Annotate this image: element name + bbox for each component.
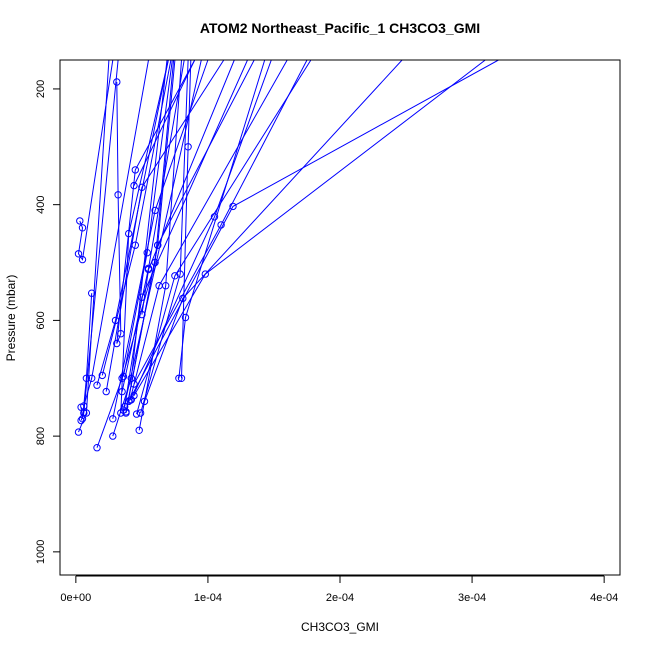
y-axis: 200 400 600 800 1000	[35, 80, 61, 564]
data-point	[177, 374, 186, 382]
x-tick-label: 1e-04	[194, 592, 222, 604]
data-point	[78, 224, 87, 232]
series-line	[133, 60, 308, 385]
data-point	[77, 403, 85, 411]
series-line	[181, 60, 192, 379]
data-point	[144, 265, 153, 274]
data-point	[132, 410, 141, 418]
chart-title: ATOM2 Northeast_Pacific_1 CH3CO3_GMI	[200, 20, 480, 36]
data-point	[136, 409, 145, 417]
data-point	[179, 294, 187, 303]
data-point	[125, 229, 133, 238]
data-point	[76, 217, 84, 225]
series-line	[121, 60, 185, 392]
plot-area	[74, 60, 499, 452]
data-point	[138, 183, 146, 192]
series-line	[116, 60, 196, 344]
series-line	[125, 60, 176, 412]
data-point	[135, 426, 143, 434]
series-line	[120, 60, 169, 414]
data-point	[151, 206, 159, 215]
data-point	[175, 374, 183, 382]
data-point	[77, 416, 85, 425]
data-point	[122, 408, 130, 416]
series-line	[136, 60, 312, 415]
data-point	[88, 289, 96, 297]
data-point	[113, 78, 121, 86]
data-point	[118, 387, 126, 396]
data-point	[201, 270, 210, 278]
data-point	[93, 381, 101, 389]
x-tick-label: 3e-04	[458, 592, 486, 604]
series-line	[122, 60, 202, 411]
series-line	[133, 60, 486, 396]
x-tick-label: 2e-04	[326, 592, 354, 604]
series-line	[133, 60, 196, 186]
data-point	[229, 202, 237, 211]
series-line	[138, 60, 182, 431]
y-tick-label: 200	[35, 80, 47, 98]
data-point	[131, 166, 140, 174]
series-line	[77, 60, 114, 261]
series-line	[178, 60, 266, 379]
series-line	[80, 293, 93, 419]
series-line	[144, 60, 403, 402]
data-point	[93, 444, 101, 452]
data-point	[109, 432, 117, 440]
data-point	[126, 396, 134, 404]
data-point	[98, 371, 107, 380]
data-point	[181, 313, 190, 322]
data-point	[119, 372, 128, 381]
series-line	[105, 60, 225, 392]
y-tick-label: 400	[35, 195, 47, 213]
x-tick-label: 0e+00	[60, 592, 91, 604]
data-point	[176, 270, 184, 278]
data-point	[140, 397, 149, 406]
data-point	[114, 191, 122, 199]
data-point	[109, 415, 117, 423]
data-point	[74, 428, 83, 436]
series-line	[130, 60, 272, 400]
series-line	[129, 60, 288, 401]
y-axis-label: Pressure (mbar)	[4, 275, 18, 362]
data-point	[155, 282, 163, 290]
y-tick-label: 1000	[35, 540, 47, 564]
y-tick-label: 800	[35, 427, 47, 445]
data-point	[102, 387, 110, 396]
x-axis-label: CH3CO3_GMI	[301, 620, 379, 634]
x-tick-label: 4e-04	[590, 592, 618, 604]
series-line	[112, 60, 168, 437]
series-line	[124, 60, 248, 407]
series-line	[96, 60, 169, 386]
data-point	[113, 339, 121, 348]
data-point	[78, 415, 87, 423]
y-tick-label: 600	[35, 311, 47, 329]
series-line	[83, 60, 149, 407]
series-line	[128, 60, 499, 402]
data-point	[88, 374, 96, 382]
series-line	[78, 60, 110, 433]
data-point	[74, 250, 83, 258]
data-point	[154, 241, 162, 249]
data-point	[138, 293, 146, 301]
data-point	[78, 255, 87, 264]
data-point	[171, 272, 179, 280]
data-point	[82, 374, 91, 382]
x-axis: 0e+00 1e-04 2e-04 3e-04 4e-04	[60, 575, 618, 604]
data-point	[130, 181, 138, 190]
data-point	[184, 143, 192, 151]
series-line	[101, 60, 172, 376]
